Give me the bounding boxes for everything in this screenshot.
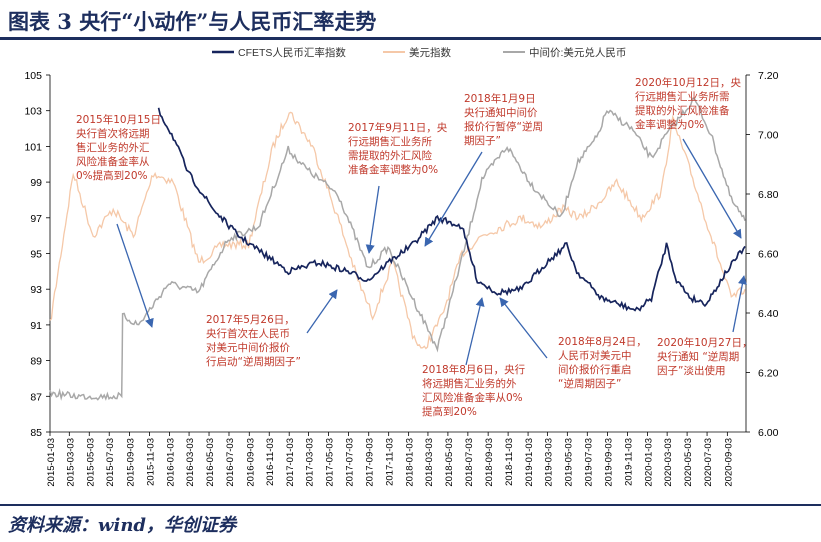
y-right-tick-label: 6.40 [758, 308, 779, 320]
y-left-tick-label: 85 [30, 427, 42, 439]
annotation-arrow [682, 138, 742, 239]
x-tick-label: 2015-07-03 [105, 438, 116, 487]
legend-label: 美元指数 [409, 46, 451, 59]
x-tick-label: 2016-03-03 [185, 438, 196, 487]
y-left-tick-label: 93 [30, 284, 42, 296]
annotation-arrow [465, 297, 485, 366]
y-left-tick-label: 103 [24, 106, 42, 118]
annotation-arrow [499, 297, 548, 359]
x-tick-label: 2016-05-03 [205, 438, 216, 487]
title-bar: 图表 3 央行“小动作”与人民币汇率走势 [0, 0, 821, 40]
x-tick-label: 2018-07-03 [464, 438, 475, 487]
source-note: 资料来源：wind，华创证券 [8, 515, 237, 536]
annotation-2018-01-09: 2018年1月9日 央行通知中间价 报价行暂停“逆周 期因子” [464, 93, 543, 147]
y-left-tick-label: 101 [24, 141, 42, 153]
x-tick-label: 2020-03-03 [663, 438, 674, 487]
x-tick-label: 2015-01-03 [46, 438, 57, 487]
x-tick-label: 2019-09-03 [604, 438, 615, 487]
x-tick-label: 2016-07-03 [225, 438, 236, 487]
title-divider [0, 37, 821, 40]
x-tick-label: 2015-03-03 [65, 438, 76, 487]
y-right-tick-label: 6.80 [758, 189, 779, 201]
legend-label: CFETS人民币汇率指数 [238, 46, 346, 59]
y-left-tick-label: 87 [30, 391, 42, 403]
x-tick-label: 2018-03-03 [424, 438, 435, 487]
x-tick-label: 2017-09-03 [365, 438, 376, 487]
x-tick-label: 2020-01-03 [644, 438, 655, 487]
annotation-2018-08-24: 2018年8月24日， 人民币对美元中 间价报价行重启 “逆周期因子” [558, 336, 647, 390]
y-left-tick-label: 105 [24, 70, 42, 82]
annotation-arrow [365, 185, 380, 254]
annotation-2017-05-26: 2017年5月26日， 央行首次在人民币 对美元中间价报价 行启动“逆周期因子” [206, 314, 301, 368]
annotation-arrow [424, 151, 483, 247]
annotation-2017-09-11: 2017年9月11日，央 行远期售汇业务所 需提取的外汇风险 准备金率调整为0% [348, 122, 448, 176]
series-line-usd-index [49, 111, 746, 350]
x-tick-label: 2016-01-03 [165, 438, 176, 487]
x-tick-label: 2019-03-03 [543, 438, 554, 487]
annotation-arrow [306, 289, 338, 334]
x-tick-label: 2017-07-03 [344, 438, 355, 487]
annotation-2020-10-12: 2020年10月12日，央 行远期售汇业务所需 提取的外汇风险准备 金率调整为0… [635, 77, 741, 131]
y-left-tick-label: 97 [30, 213, 42, 225]
x-tick-label: 2015-09-03 [126, 438, 137, 487]
x-tick-label: 2019-01-03 [524, 438, 535, 487]
x-tick-label: 2015-05-03 [85, 438, 96, 487]
y-right-tick-label: 6.00 [758, 427, 779, 439]
series-line-cfets-index [157, 107, 746, 312]
chart-svg: 105 103 101 99 97 95 93 91 89 87 85 7.20 7.00 6.80 6.6… [24, 46, 779, 487]
x-tick-label: 2018-11-03 [504, 438, 515, 486]
x-tick-label: 2019-07-03 [583, 438, 594, 487]
y-left-tick-label: 89 [30, 356, 42, 368]
x-tick-label: 2015-11-03 [145, 438, 156, 486]
annotation-2020-10-27: 2020年10月27日， 央行通知 “逆周期 因子”淡出使用 [657, 337, 753, 377]
legend-label: 中间价:美元兑人民币 [529, 46, 626, 59]
x-tick-label: 2019-11-03 [624, 438, 635, 486]
chart-title: 图表 3 央行“小动作”与人民币汇率走势 [8, 9, 377, 34]
x-tick-label: 2020-07-03 [703, 438, 714, 487]
x-tick-label: 2017-05-03 [324, 438, 335, 487]
x-tick-label: 2016-09-03 [245, 438, 256, 487]
y-left-tick-label: 99 [30, 177, 42, 189]
x-tick-label: 2018-05-03 [444, 438, 455, 487]
y-right-tick-label: 6.60 [758, 249, 779, 261]
annotation-2015-10-15: 2015年10月15日 央行首次将远期 售汇业务的外汇 风险准备金率从 0%提高… [76, 114, 161, 182]
y-right-tick-label: 7.00 [758, 130, 779, 142]
y-right-tick-label: 7.20 [758, 70, 779, 82]
x-tick-label: 2018-01-03 [405, 438, 416, 487]
x-tick-label: 2020-05-03 [683, 438, 694, 487]
footer-divider [0, 504, 821, 506]
x-tick-label: 2016-11-03 [265, 438, 276, 486]
x-tick-label: 2017-01-03 [285, 438, 296, 487]
series-line-usd-cny-midpoint [49, 97, 746, 401]
y-left-tick-label: 95 [30, 249, 42, 261]
y-right-tick-label: 6.20 [758, 368, 779, 380]
x-tick-label: 2018-09-03 [484, 438, 495, 487]
x-tick-label: 2017-11-03 [385, 438, 396, 486]
x-tick-label: 2020-09-03 [723, 438, 734, 487]
annotation-arrow [116, 223, 154, 328]
annotation-arrow [732, 275, 747, 333]
annotation-2018-08-06: 2018年8月6日，央行 将远期售汇业务的外 汇风险准备金率从0% 提高到20% [422, 364, 526, 418]
y-left-tick-label: 91 [30, 320, 42, 332]
x-tick-label: 2019-05-03 [563, 438, 574, 487]
x-tick-label: 2017-03-03 [305, 438, 316, 487]
